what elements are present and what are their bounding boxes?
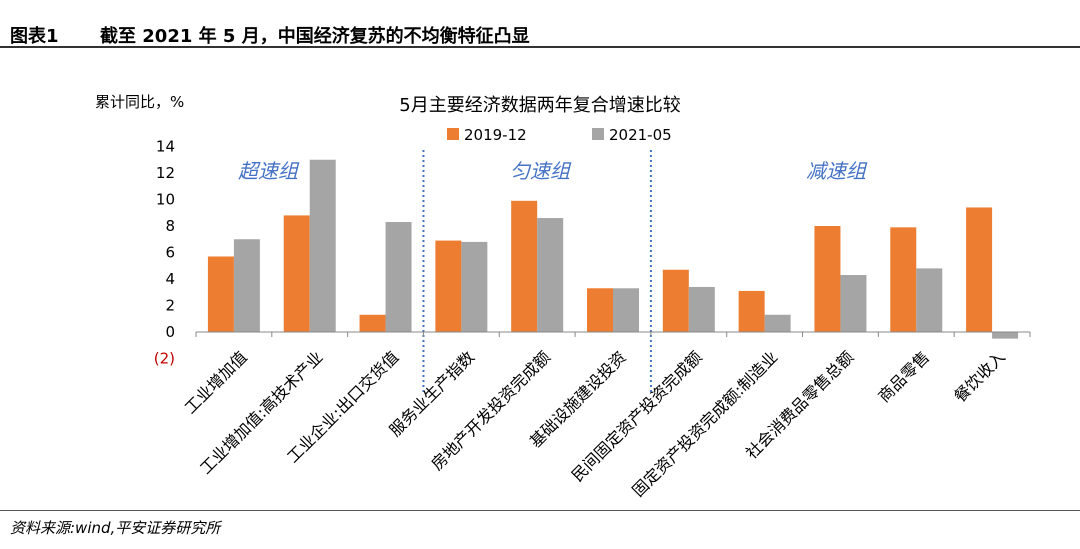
header-rule	[0, 46, 1080, 48]
bar-2019-12-6	[662, 269, 689, 332]
category-label-6: 民间固定资产投资完成额	[568, 347, 706, 485]
bar-2019-12-0	[207, 256, 234, 332]
bar-2021-05-1	[309, 159, 336, 332]
bar-2021-05-2	[385, 222, 412, 332]
y-tick-label: 8	[165, 217, 175, 235]
bar-2021-05-0	[233, 239, 260, 332]
bar-2021-05-9	[916, 268, 943, 332]
group-label-1: 匀速组	[510, 159, 572, 183]
y-tick-label: 6	[165, 244, 175, 262]
y-tick-label: 12	[156, 164, 175, 182]
bar-2021-05-4	[537, 218, 564, 332]
bar-2019-12-4	[511, 200, 538, 332]
footer-rule	[0, 510, 1080, 511]
bar-2019-12-7	[738, 290, 765, 332]
chart-title: 5月主要经济数据两年复合增速比较	[399, 95, 680, 116]
source-note: 资料来源:wind,平安证券研究所	[10, 519, 221, 537]
y-tick-label: 10	[156, 191, 175, 209]
bar-2021-05-7	[764, 314, 791, 332]
legend-label-1: 2021-05	[609, 126, 672, 144]
bar-2019-12-8	[814, 226, 841, 332]
bar-2019-12-9	[890, 227, 917, 332]
legend-label-0: 2019-12	[464, 126, 527, 144]
legend-swatch-0	[447, 128, 459, 140]
y-tick-label: 0	[165, 323, 175, 341]
bar-2019-12-5	[587, 288, 613, 332]
category-label-10: 餐饮收入	[950, 347, 1009, 406]
figure-title: 截至 2021 年 5 月，中国经济复苏的不均衡特征凸显	[100, 26, 530, 47]
bar-2019-12-2	[359, 314, 386, 332]
y-tick-label: 2	[165, 297, 175, 315]
figure-header: 图表1 截至 2021 年 5 月，中国经济复苏的不均衡特征凸显	[0, 0, 1080, 47]
bar-2019-12-10	[966, 207, 993, 332]
category-label-1: 工业增加值:高技术产业	[196, 347, 326, 477]
bar-2019-12-3	[435, 240, 462, 332]
bar-2021-05-3	[461, 241, 488, 332]
y-axis-label: 累计同比，%	[95, 93, 184, 111]
group-label-2: 减速组	[806, 159, 868, 183]
category-label-9: 商品零售	[874, 347, 933, 406]
bar-2021-05-6	[688, 286, 715, 332]
bar-2019-12-1	[283, 215, 310, 332]
bar-2021-05-8	[840, 275, 867, 332]
category-label-0: 工业增加值	[181, 347, 251, 417]
group-label-0: 超速组	[238, 159, 300, 183]
y-tick-label: (2)	[154, 350, 175, 368]
y-tick-label: 4	[165, 270, 175, 288]
bar-2021-05-10	[992, 332, 1019, 339]
figure-label: 图表1	[10, 26, 59, 47]
bar-chart: 5月主要经济数据两年复合增速比较 累计同比，% 2019-12 2021-05 (2) 0…	[95, 93, 1031, 500]
y-tick-label: 14	[156, 138, 175, 156]
legend-swatch-1	[592, 128, 604, 140]
bar-2021-05-5	[613, 288, 639, 332]
